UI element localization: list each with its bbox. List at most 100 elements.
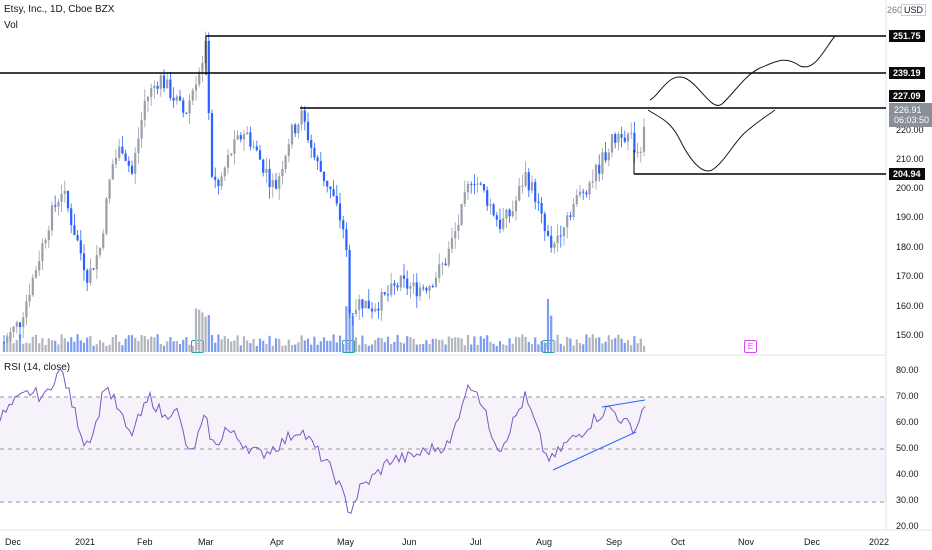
candle-body [66, 190, 70, 209]
volume-bar [556, 334, 559, 352]
candle-body [572, 204, 575, 217]
candle-body [153, 85, 156, 89]
candle-body [386, 294, 390, 296]
volume-bar [575, 339, 578, 352]
candle-body [92, 268, 95, 270]
candle-body [482, 183, 486, 191]
volume-bar [594, 337, 598, 352]
candle-body [255, 146, 258, 151]
candle-body [105, 198, 108, 234]
volume-bar [591, 334, 594, 352]
volume-label[interactable]: Vol [4, 20, 18, 31]
candle-body [316, 157, 319, 162]
volume-bar [284, 345, 287, 352]
candle-body [345, 229, 348, 251]
projection-path-up[interactable] [649, 35, 836, 106]
candle-body [543, 213, 546, 232]
candle-body [620, 134, 623, 138]
current-price: 226.91 [894, 105, 922, 115]
candle-body [294, 124, 297, 134]
rsi-trendline-lower[interactable] [552, 431, 637, 471]
volume-bar [454, 337, 457, 352]
candle-body [422, 287, 425, 289]
volume-bar [585, 334, 588, 352]
time-label: Oct [671, 537, 686, 547]
volume-bar [329, 340, 332, 352]
level-badge-227[interactable]: 227.09 [889, 90, 925, 102]
candle-body [614, 134, 617, 143]
candle-body [351, 313, 354, 315]
volume-bar [601, 343, 604, 352]
volume-bar [9, 336, 12, 352]
candle-body [338, 203, 342, 221]
volume-bar [617, 334, 620, 352]
volume-bar [422, 344, 425, 352]
candle-body [428, 286, 431, 291]
volume-bar [562, 345, 566, 352]
candle-body [534, 182, 537, 202]
candle-body [271, 180, 274, 188]
price-tick: 150.00 [896, 330, 924, 340]
candle-body [502, 218, 505, 229]
candle-body [268, 168, 271, 188]
candle-body [607, 152, 610, 161]
rsi-label[interactable]: RSI (14, close) [4, 362, 71, 373]
candle-body [473, 184, 476, 186]
volume-bar [95, 344, 98, 352]
level-badge-251[interactable]: 251.75 [889, 30, 925, 42]
candle-body [460, 203, 463, 225]
price-tick: 180.00 [896, 242, 924, 252]
candle-body [284, 155, 287, 170]
projection-path-down[interactable] [647, 109, 776, 172]
volume-bar [76, 334, 79, 352]
candle-body [79, 240, 82, 254]
candle-body [178, 96, 182, 101]
volume-bar [450, 338, 454, 352]
volume-bar [274, 338, 278, 352]
volume-bar [137, 341, 140, 352]
volume-bar [153, 337, 156, 352]
rsi-trendline-upper[interactable] [601, 399, 646, 408]
chart-title[interactable]: Etsy, Inc., 1D, Cboe BZX [4, 4, 115, 15]
volume-bar [457, 337, 460, 352]
candle-body [476, 183, 479, 185]
candle-body [434, 277, 438, 287]
time-label: Jul [470, 537, 482, 547]
candle-body [201, 62, 204, 72]
volume-bar [166, 341, 169, 352]
volume-bar [236, 335, 239, 352]
volume-bar [460, 338, 463, 352]
volume-bar [89, 336, 92, 352]
candle-body [498, 219, 502, 229]
candle-body [242, 134, 246, 140]
rsi-tick: 60.00 [896, 417, 919, 427]
volume-bar [358, 344, 361, 352]
candle-body [393, 283, 396, 286]
level-badge-239[interactable]: 239.19 [889, 67, 925, 79]
candle-body [233, 139, 236, 154]
volume-bar [194, 308, 198, 352]
rsi-tick: 20.00 [896, 521, 919, 531]
volume-bar [156, 334, 159, 352]
volume-bar [610, 339, 614, 352]
currency-button[interactable]: USD [900, 4, 926, 16]
candle-body [89, 268, 92, 283]
volume-bar [207, 315, 210, 352]
volume-bar [66, 341, 70, 352]
volume-bar [447, 336, 450, 352]
volume-bar [140, 335, 143, 352]
candle-body [210, 113, 214, 177]
volume-bar [70, 337, 73, 352]
price-tick: 170.00 [896, 271, 924, 281]
candle-body [41, 243, 44, 262]
volume-bars [2, 298, 646, 352]
candle-body [354, 309, 358, 314]
earnings-marker[interactable]: E [744, 340, 757, 353]
volume-bar [198, 309, 201, 352]
volume-bar [332, 334, 335, 352]
candle-body [457, 224, 460, 232]
candle-body [182, 100, 185, 113]
level-badge-204[interactable]: 204.94 [889, 168, 925, 180]
volume-bar [79, 340, 82, 352]
